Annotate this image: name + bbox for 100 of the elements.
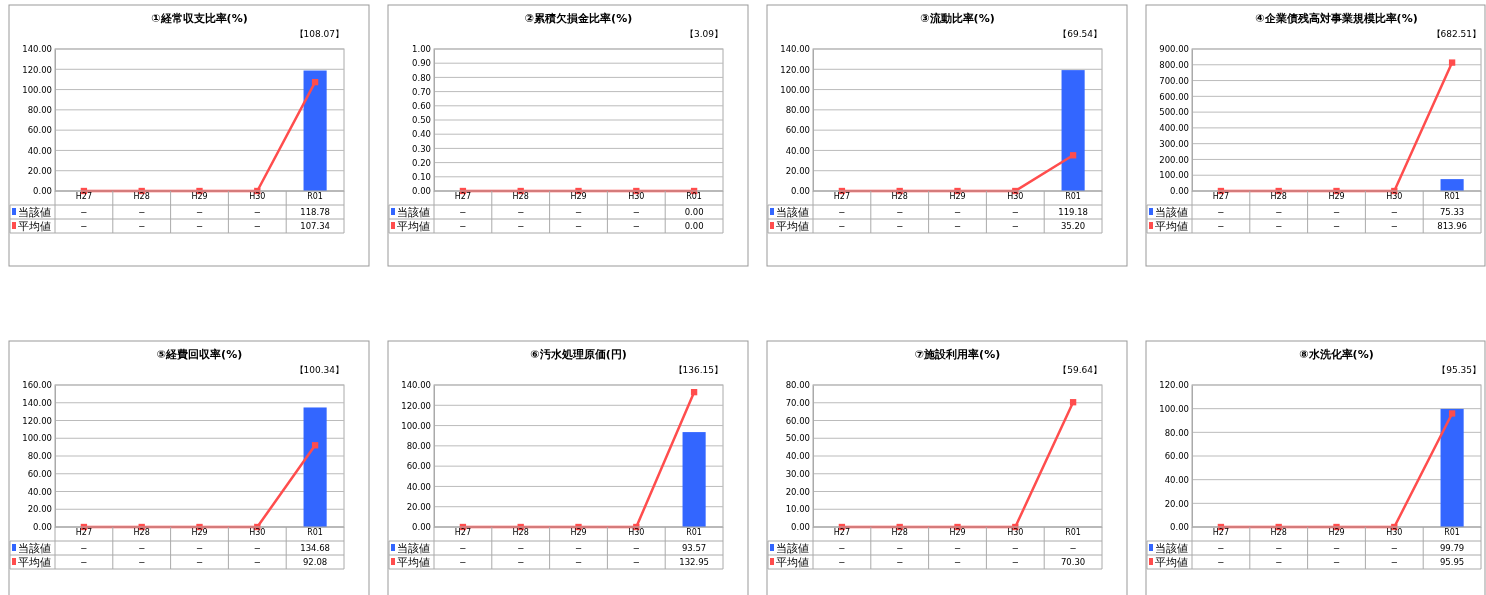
y-tick-label: 20.00 [785,165,810,176]
data-label: 118.78 [300,207,330,217]
data-label: − [1275,221,1283,231]
x-tick-label: R01 [1444,191,1460,201]
y-tick-label: 0.00 [1170,186,1189,197]
data-label: − [953,557,962,567]
y-tick-label: 900.00 [1159,44,1189,55]
y-tick-label: 140.00 [22,44,52,55]
x-tick-label: R01 [686,191,702,201]
legend-label: 当該値 [776,542,809,554]
y-tick-label: 0.60 [412,101,431,112]
y-tick-label: 100.00 [1159,403,1189,414]
legend-label: 当該値 [18,206,51,218]
data-label: − [253,221,261,231]
y-tick-label: 120.00 [22,64,52,75]
y-tick-label: 120.00 [401,400,431,411]
data-label: − [838,221,846,231]
text: − [896,207,904,217]
text: 【3.09】 [684,29,723,39]
legend-label: 当該値 [1155,542,1188,554]
x-tick-label: R01 [686,527,702,537]
text: − [80,543,88,553]
x-tick-label: H30 [249,191,266,201]
chart-title: ⑥汚水処理原価(円) [530,348,627,361]
y-tick-label: 140.00 [22,397,52,408]
legend-label: 平均値 [1155,556,1188,568]
text: − [838,543,846,553]
y-tick-label: 0.00 [412,186,431,197]
legend-label: 当該値 [776,206,809,218]
text: − [1011,543,1019,553]
data-label: − [1390,557,1398,567]
y-tick-label: 0.80 [412,72,431,83]
text: − [517,543,525,553]
x-tick-label: H27 [454,527,471,537]
y-tick-label: 0.00 [33,186,52,197]
y-tick-label: 0.30 [412,143,431,154]
text: 【682.51】 [1431,29,1481,39]
y-tick-label: 700.00 [1159,75,1189,86]
text: − [1390,543,1398,553]
x-tick-label: H28 [891,191,908,201]
y-tick-label: 60.00 [785,415,810,426]
y-tick-label: 40.00 [27,145,52,156]
text: − [138,207,146,217]
data-label: − [138,221,146,231]
y-tick-label: 50.00 [785,433,810,444]
y-tick-label: 0.00 [33,522,52,533]
x-tick-label: H27 [75,527,92,537]
data-label: 0.00 [684,207,704,217]
x-tick-label: R01 [1065,191,1081,201]
text: − [632,207,640,217]
text: − [896,543,904,553]
data-label: 93.57 [681,543,707,553]
text: − [195,543,204,553]
x-tick-label: H29 [1328,527,1345,537]
y-tick-label: 100.00 [780,84,810,95]
text: 【59.64】 [1058,365,1102,375]
x-tick-label: H30 [1007,527,1024,537]
y-tick-label: 0.00 [791,186,810,197]
data-label: − [1275,557,1283,567]
data-label: − [1217,221,1225,231]
legend-label: 平均値 [397,220,430,232]
x-tick-label: H28 [512,191,529,201]
x-tick-label: H28 [1270,191,1287,201]
data-label: 0.00 [684,221,704,231]
x-tick-label: H30 [1007,191,1024,201]
y-tick-label: 20.00 [1164,498,1189,509]
y-tick-label: 0.00 [1170,522,1189,533]
data-label: 132.95 [679,557,709,567]
text: − [1275,543,1283,553]
text: − [195,207,204,217]
x-tick-label: H29 [570,191,587,201]
y-tick-label: 100.00 [22,433,52,444]
text: − [138,543,146,553]
y-tick-label: 80.00 [27,105,52,116]
y-tick-label: 40.00 [785,145,810,156]
y-tick-label: 140.00 [780,44,810,55]
y-tick-label: 800.00 [1159,60,1189,70]
y-tick-label: 120.00 [1159,380,1189,391]
y-tick-label: 0.70 [412,86,431,97]
data-label: − [459,557,467,567]
data-label: − [80,557,88,567]
x-tick-label: H27 [454,191,471,201]
y-tick-label: 0.10 [412,172,431,183]
y-tick-label: 0.90 [412,58,431,69]
text: − [1217,207,1225,217]
data-label: − [517,557,525,567]
y-tick-label: 80.00 [1164,427,1189,438]
y-tick-label: 40.00 [27,486,52,497]
chart-title: ②累積欠損金比率(%) [524,12,633,25]
data-label: − [574,557,583,567]
data-label: 119.18 [1058,207,1088,217]
chart-title: ⑤経費回収率(%) [156,348,243,361]
data-label: − [838,557,846,567]
text: − [838,207,846,217]
y-tick-label: 20.00 [406,501,431,512]
data-label: − [80,221,88,231]
x-tick-label: R01 [307,527,323,537]
x-tick-label: H28 [1270,527,1287,537]
data-label: − [195,557,204,567]
data-label: 813.96 [1437,221,1467,231]
